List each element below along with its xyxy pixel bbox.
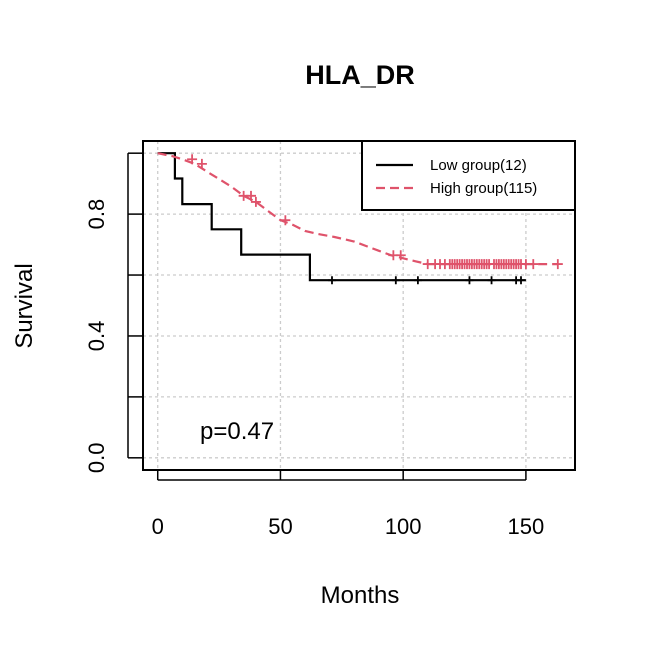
plot-frame	[142, 140, 576, 471]
censor-mark	[280, 215, 291, 226]
x-tick-label: 100	[385, 514, 422, 539]
censor-mark	[196, 158, 207, 169]
survival-curve-low	[157, 152, 526, 282]
x-axis-label: Months	[321, 582, 400, 609]
y-tick-label: 0.8	[84, 199, 109, 230]
chart-title: HLA_DR	[305, 60, 415, 90]
axes: 0 50 100 150 0.0 0.4 0.8	[84, 152, 545, 539]
x-tick-label: 50	[268, 514, 292, 539]
y-tick-label: 0.0	[84, 443, 109, 474]
censor-mark	[528, 259, 539, 270]
censor-mark	[395, 250, 406, 261]
legend-box	[361, 140, 576, 211]
censor-mark	[391, 276, 400, 285]
censor-mark	[250, 196, 261, 207]
legend-label-high: High group(115)	[430, 180, 537, 197]
censor-mark	[246, 190, 256, 201]
x-tick-label: 0	[152, 514, 164, 539]
censor-mark	[328, 276, 336, 285]
legend-label-low: Low group(12)	[430, 157, 527, 174]
series-layer	[157, 152, 563, 285]
p-value-annotation: p=0.47	[200, 418, 274, 445]
y-tick-label: 0.4	[84, 321, 109, 352]
censor-mark	[465, 276, 474, 285]
censor-mark	[552, 259, 563, 270]
x-tick-label: 150	[508, 514, 545, 539]
y-axis-label: Survival	[11, 263, 38, 348]
censor-mark	[413, 276, 422, 285]
censor-mark	[487, 276, 496, 285]
censor-mark	[517, 276, 525, 285]
legend: Low group(12) High group(115)	[361, 140, 576, 211]
survival-curve-high	[157, 152, 558, 266]
censor-mark	[187, 154, 198, 165]
